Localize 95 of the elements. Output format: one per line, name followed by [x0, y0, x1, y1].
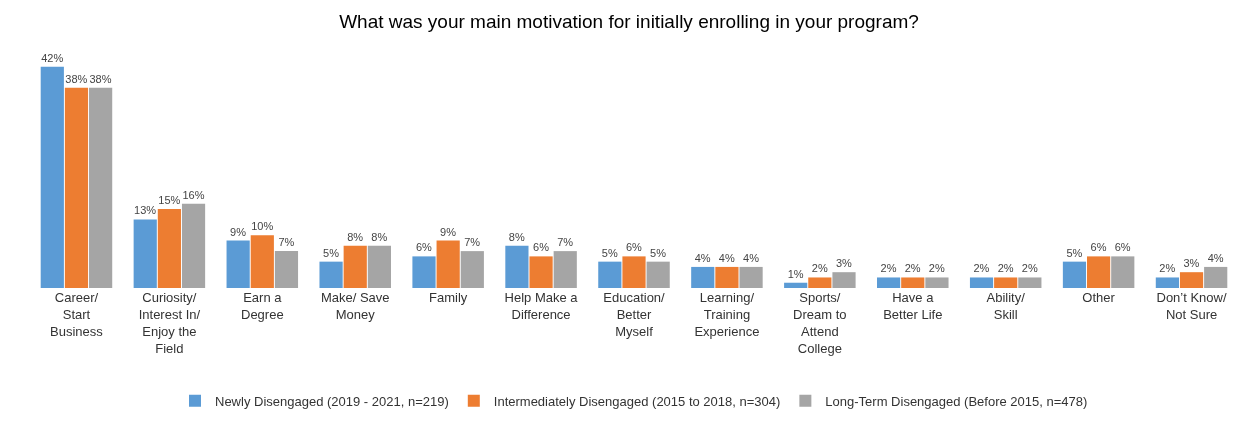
- data-label: 38%: [65, 72, 88, 85]
- bar: [1087, 256, 1111, 288]
- bar: [877, 277, 901, 288]
- data-label: 8%: [508, 230, 525, 243]
- data-label: 7%: [278, 236, 295, 249]
- x-tick-label: Help Make a Difference: [504, 290, 579, 322]
- data-label: 4%: [694, 251, 711, 264]
- bar: [436, 240, 460, 288]
- bar: [1155, 277, 1179, 288]
- x-tick-label: Ability/ Skill: [986, 290, 1026, 322]
- bar: [739, 266, 763, 288]
- data-label: 4%: [743, 251, 760, 264]
- bar: [157, 208, 181, 288]
- bar: [460, 251, 484, 288]
- bar: [250, 235, 274, 288]
- data-label: 5%: [601, 246, 618, 259]
- data-label: 8%: [371, 230, 388, 243]
- bar: [89, 87, 113, 288]
- bar: [1062, 261, 1087, 288]
- legend-label: Newly Disengaged (2019 - 2021, n=219): [215, 393, 449, 409]
- bar: [1204, 266, 1228, 288]
- data-label: 5%: [1066, 246, 1083, 259]
- x-tick-label: Have a Better Life: [883, 290, 943, 322]
- data-label: 4%: [1207, 251, 1224, 264]
- bar: [553, 251, 577, 288]
- x-tick-label: Sports/ Dream to Attend College: [793, 290, 847, 356]
- bar: [319, 261, 343, 288]
- x-tick-label: Curiosity/ Interest In/ Enjoy the Field: [138, 290, 201, 356]
- bar: [133, 219, 157, 288]
- data-label: 5%: [323, 246, 340, 259]
- x-tick-label: Other: [1082, 290, 1116, 305]
- bar: [64, 87, 89, 288]
- x-tick-label: Learning/ Training Experience: [694, 290, 760, 339]
- bar: [505, 245, 529, 288]
- data-label: 15%: [158, 193, 181, 206]
- bar: [274, 251, 299, 288]
- data-label: 2%: [1159, 262, 1176, 275]
- data-label: 2%: [880, 262, 897, 275]
- bar: [1111, 256, 1135, 288]
- bar: [832, 272, 856, 288]
- x-tick-label: Education/ Better Myself: [603, 290, 666, 339]
- bar: [994, 277, 1018, 288]
- data-label: 8%: [347, 230, 364, 243]
- data-label: 2%: [1021, 262, 1038, 275]
- bar: [412, 256, 436, 288]
- bar: [181, 203, 206, 288]
- bar: [367, 245, 391, 288]
- data-label: 1%: [787, 267, 804, 280]
- x-tick-label: Family: [429, 290, 468, 305]
- bar: [969, 277, 994, 288]
- data-label: 2%: [904, 262, 921, 275]
- data-label: 2%: [811, 262, 828, 275]
- x-tick-label: Don’t Know/ Not Sure: [1156, 290, 1227, 322]
- bar: [784, 282, 808, 288]
- bar: [529, 256, 553, 288]
- data-label: 3%: [835, 257, 853, 270]
- bar: [622, 256, 646, 288]
- bar: [691, 266, 715, 288]
- data-label: 38%: [89, 72, 112, 85]
- data-label: 3%: [1183, 257, 1200, 270]
- data-label: 6%: [415, 241, 433, 254]
- data-label: 7%: [557, 236, 574, 249]
- x-tick-label: Career/ Start Business: [50, 290, 104, 339]
- legend-label: Long-Term Disengaged (Before 2015, n=478): [825, 393, 1088, 409]
- x-tick-label: Make/ Save Money: [320, 290, 390, 322]
- data-label: 9%: [230, 225, 247, 238]
- data-label: 2%: [973, 262, 990, 275]
- bar: [901, 277, 925, 288]
- bar: [226, 240, 250, 288]
- bar: [715, 266, 739, 288]
- data-label: 13%: [134, 204, 157, 217]
- x-tick-label: Earn a Degree: [240, 290, 284, 322]
- data-label: 2%: [997, 262, 1014, 275]
- data-label: 7%: [464, 236, 481, 249]
- legend-label: Intermediately Disengaged (2015 to 2018, n=304): [493, 393, 781, 409]
- bar: [40, 66, 64, 288]
- data-label: 2%: [928, 262, 945, 275]
- data-label: 42%: [41, 51, 64, 64]
- bar: [646, 261, 670, 288]
- data-label: 6%: [1090, 241, 1107, 254]
- bar: [925, 277, 949, 288]
- bar: [1018, 277, 1042, 288]
- data-label: 5%: [650, 246, 667, 259]
- bar: [598, 261, 622, 288]
- data-label: 6%: [1114, 241, 1131, 254]
- bar: [343, 245, 367, 288]
- bar: [808, 277, 832, 288]
- bar: [1179, 272, 1204, 288]
- data-label: 10%: [251, 220, 274, 233]
- chart-title: What was your main motivation for initially enrolling in your program?: [339, 11, 919, 33]
- data-label: 4%: [718, 251, 735, 264]
- data-label: 6%: [625, 241, 643, 254]
- data-label: 9%: [440, 225, 457, 238]
- data-label: 16%: [182, 188, 205, 201]
- data-label: 6%: [533, 241, 550, 254]
